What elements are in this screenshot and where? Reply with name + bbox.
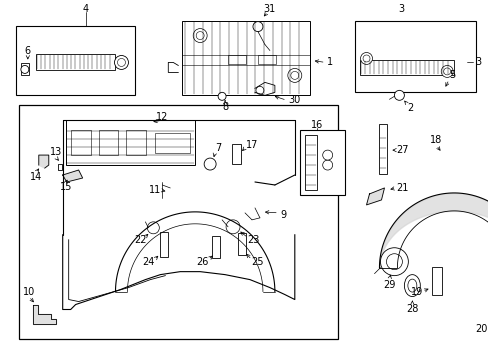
Bar [258,55,275,64]
Bar [299,130,344,195]
Circle shape [147,222,159,234]
Text: 19: 19 [410,287,423,297]
Text: 16: 16 [310,120,322,130]
Circle shape [380,248,407,276]
Bar [21,63,29,75]
Text: 3: 3 [398,4,404,14]
Text: 15: 15 [60,182,72,192]
Text: 11: 11 [149,185,161,195]
Circle shape [443,68,450,75]
Circle shape [218,92,225,100]
Text: 14: 14 [30,172,42,182]
Text: 2: 2 [407,103,413,113]
Polygon shape [33,305,56,324]
Bar [126,130,146,155]
Text: 3: 3 [474,58,480,67]
Circle shape [287,68,301,82]
Circle shape [322,160,332,170]
Text: 23: 23 [246,235,259,245]
Text: 5: 5 [448,71,454,80]
Circle shape [322,150,332,160]
Text: 30: 30 [288,95,300,105]
Bar [238,233,245,255]
Bar [160,232,168,257]
Circle shape [196,32,203,40]
Text: 24: 24 [142,257,154,267]
Ellipse shape [404,275,420,297]
Ellipse shape [407,279,416,292]
Circle shape [114,55,128,69]
Text: 26: 26 [196,257,208,267]
Text: 9: 9 [280,210,286,220]
Bar [65,120,195,165]
Text: 4: 4 [82,4,88,14]
Bar [155,133,190,153]
Bar [304,135,316,190]
Bar [227,55,245,64]
Polygon shape [366,188,384,205]
Text: 21: 21 [395,183,408,193]
Text: 1: 1 [326,58,332,67]
Circle shape [193,28,207,42]
Circle shape [252,22,263,32]
Text: 27: 27 [395,145,408,155]
Bar [379,124,386,174]
Bar [16,26,135,95]
Circle shape [386,254,402,270]
Polygon shape [39,155,49,168]
Polygon shape [62,170,82,182]
Bar [212,236,220,258]
Text: 8: 8 [222,102,228,112]
Text: 10: 10 [22,287,35,297]
Text: 17: 17 [245,140,258,150]
Text: 18: 18 [429,135,442,145]
Circle shape [225,220,240,234]
Text: 6: 6 [25,45,31,55]
Text: 25: 25 [251,257,264,267]
Text: 29: 29 [383,280,395,289]
Bar [19,105,337,339]
Bar [36,54,115,71]
Bar [71,130,90,155]
Circle shape [394,90,404,100]
Text: 22: 22 [134,235,146,245]
Bar [354,21,475,92]
Circle shape [290,71,298,80]
Circle shape [362,55,369,62]
Text: 13: 13 [49,147,61,157]
Text: 7: 7 [215,143,221,153]
Circle shape [255,86,264,94]
Bar [359,60,453,75]
Circle shape [21,66,29,73]
Bar [431,267,441,294]
Text: 12: 12 [156,112,168,122]
Text: 20: 20 [474,324,486,334]
Circle shape [440,66,452,77]
Bar [232,144,241,164]
Circle shape [203,158,216,170]
Bar [99,130,118,155]
Bar [182,21,309,95]
Text: 28: 28 [406,305,418,315]
Circle shape [360,53,372,64]
Text: 31: 31 [263,4,275,14]
Circle shape [117,58,125,67]
